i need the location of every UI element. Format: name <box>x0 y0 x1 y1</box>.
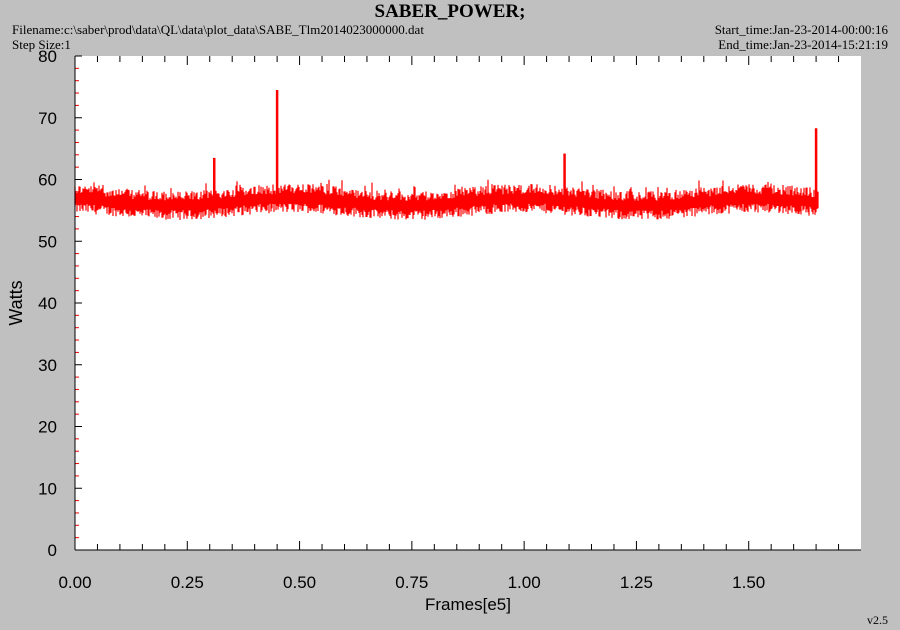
y-tick-label: 80 <box>38 47 57 66</box>
chart-title: SABER_POWER; <box>374 1 526 22</box>
x-tick-label: 0.50 <box>283 573 316 592</box>
x-axis-label: Frames[e5] <box>425 595 511 614</box>
x-tick-label: 0.00 <box>58 573 91 592</box>
x-tick-label: 1.25 <box>620 573 653 592</box>
y-tick-label: 30 <box>38 356 57 375</box>
x-tick-label: 0.25 <box>171 573 204 592</box>
labels-layer: 0 10 20 30 40 50 60 70 80 0.00 0.25 0.50 0.75 1.00 1.2… <box>38 47 765 592</box>
x-tick-label: 0.75 <box>395 573 428 592</box>
y-tick-label: 10 <box>38 479 57 498</box>
y-tick-label: 70 <box>38 109 57 128</box>
y-tick-label: 0 <box>48 541 57 560</box>
y-tick-label: 60 <box>38 171 57 190</box>
x-tick-label: 1.50 <box>732 573 765 592</box>
x-tick-label: 1.00 <box>508 573 541 592</box>
filename-label: Filename:c:\saber\prod\data\QL\data\plot… <box>12 22 424 37</box>
start-time-label: Start_time:Jan-23-2014-00:00:16 <box>714 22 888 37</box>
end-time-label: End_time:Jan-23-2014-15:21:19 <box>718 37 888 52</box>
y-tick-label: 50 <box>38 232 57 251</box>
step-size-label: Step Size:1 <box>12 37 71 52</box>
version-label: v2.5 <box>867 613 888 627</box>
y-axis-label: Watts <box>6 280 26 325</box>
plot-area <box>75 56 861 550</box>
y-tick-label: 40 <box>38 294 57 313</box>
y-tick-label: 20 <box>38 418 57 437</box>
